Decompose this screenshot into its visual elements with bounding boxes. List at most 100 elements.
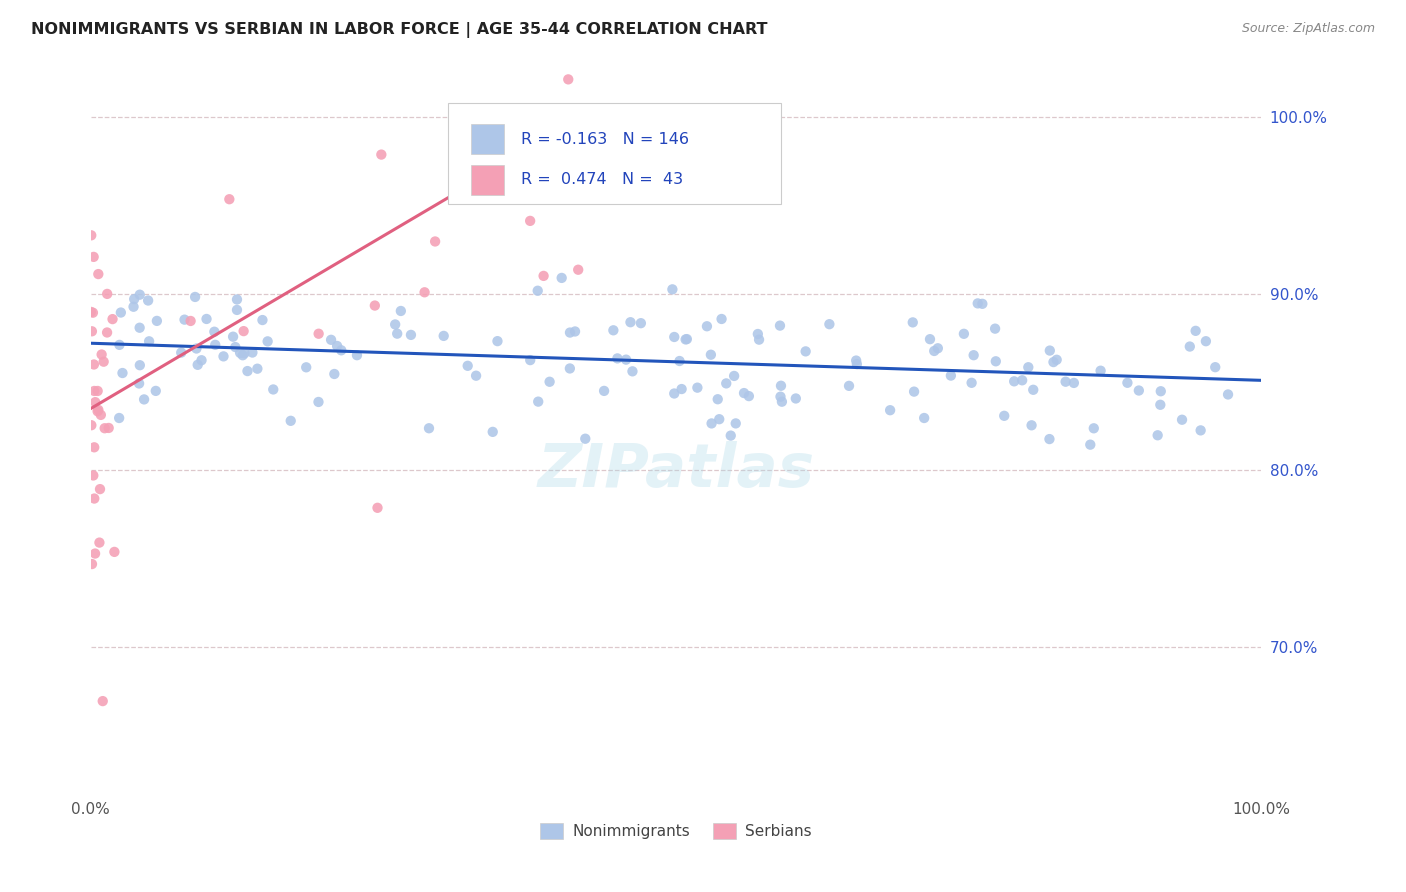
- Point: [222, 329, 245, 343]
- Point: [108, 411, 131, 425]
- Point: [128, 358, 150, 372]
- Point: [122, 300, 145, 314]
- Point: [80, 324, 103, 338]
- Point: [122, 292, 145, 306]
- Point: [676, 332, 699, 346]
- Point: [204, 338, 226, 352]
- Point: [96, 326, 118, 340]
- Point: [619, 315, 641, 329]
- Point: [706, 392, 728, 407]
- Point: [770, 394, 793, 409]
- Point: [538, 375, 561, 389]
- Point: [1149, 398, 1171, 412]
- Point: [180, 314, 202, 328]
- Point: [80, 228, 103, 243]
- Point: [748, 333, 770, 347]
- Point: [972, 297, 994, 311]
- Point: [236, 364, 259, 378]
- Point: [145, 384, 167, 398]
- Point: [101, 312, 124, 326]
- Point: [879, 403, 901, 417]
- Point: [918, 332, 941, 346]
- Point: [1216, 387, 1239, 401]
- Point: [87, 267, 110, 281]
- Point: [280, 414, 302, 428]
- Point: [80, 305, 103, 319]
- Point: [922, 343, 945, 358]
- Point: [526, 284, 548, 298]
- Point: [794, 344, 817, 359]
- Point: [1002, 375, 1025, 389]
- Point: [413, 285, 436, 300]
- Point: [960, 376, 983, 390]
- Point: [262, 383, 284, 397]
- Point: [901, 315, 924, 329]
- Point: [1090, 364, 1112, 378]
- Point: [953, 326, 976, 341]
- Point: [984, 321, 1007, 335]
- Point: [93, 354, 115, 368]
- Point: [558, 361, 581, 376]
- Point: [226, 293, 249, 307]
- Point: [366, 500, 388, 515]
- Point: [557, 72, 579, 87]
- Point: [128, 376, 150, 391]
- Point: [308, 395, 330, 409]
- Point: [664, 330, 686, 344]
- Point: [132, 392, 155, 407]
- Point: [108, 338, 131, 352]
- Point: [184, 290, 207, 304]
- Point: [110, 305, 132, 319]
- Point: [326, 339, 349, 353]
- Point: [1116, 376, 1139, 390]
- Point: [138, 334, 160, 349]
- Point: [686, 381, 709, 395]
- Point: [481, 425, 503, 439]
- Point: [82, 468, 104, 483]
- Point: [89, 482, 111, 496]
- Point: [418, 421, 440, 435]
- Point: [187, 358, 209, 372]
- Point: [574, 432, 596, 446]
- Point: [387, 326, 409, 341]
- Point: [993, 409, 1015, 423]
- Point: [173, 312, 195, 326]
- Point: [295, 360, 318, 375]
- Point: [190, 353, 212, 368]
- Point: [984, 354, 1007, 368]
- Point: [1011, 373, 1033, 387]
- Point: [1038, 432, 1060, 446]
- Point: [319, 333, 342, 347]
- Point: [1184, 324, 1206, 338]
- Point: [1171, 413, 1194, 427]
- Point: [83, 250, 105, 264]
- Point: [903, 384, 925, 399]
- Point: [696, 319, 718, 334]
- Point: [111, 366, 134, 380]
- Point: [389, 304, 412, 318]
- Point: [433, 329, 456, 343]
- Text: Source: ZipAtlas.com: Source: ZipAtlas.com: [1241, 22, 1375, 36]
- Point: [700, 417, 723, 431]
- Point: [1017, 360, 1039, 375]
- Point: [675, 333, 697, 347]
- Point: [723, 368, 745, 383]
- FancyBboxPatch shape: [471, 124, 503, 153]
- Point: [170, 345, 193, 359]
- Point: [146, 314, 169, 328]
- Text: R =  0.474   N =  43: R = 0.474 N = 43: [522, 172, 683, 187]
- Point: [567, 262, 589, 277]
- Point: [84, 547, 107, 561]
- Point: [671, 382, 693, 396]
- Point: [527, 394, 550, 409]
- Point: [330, 343, 353, 358]
- Point: [1195, 334, 1218, 349]
- Point: [83, 384, 105, 398]
- Point: [720, 428, 742, 442]
- Point: [558, 326, 581, 340]
- Point: [1083, 421, 1105, 435]
- Point: [747, 326, 769, 341]
- Point: [716, 376, 738, 391]
- Point: [128, 287, 150, 301]
- Point: [97, 421, 120, 435]
